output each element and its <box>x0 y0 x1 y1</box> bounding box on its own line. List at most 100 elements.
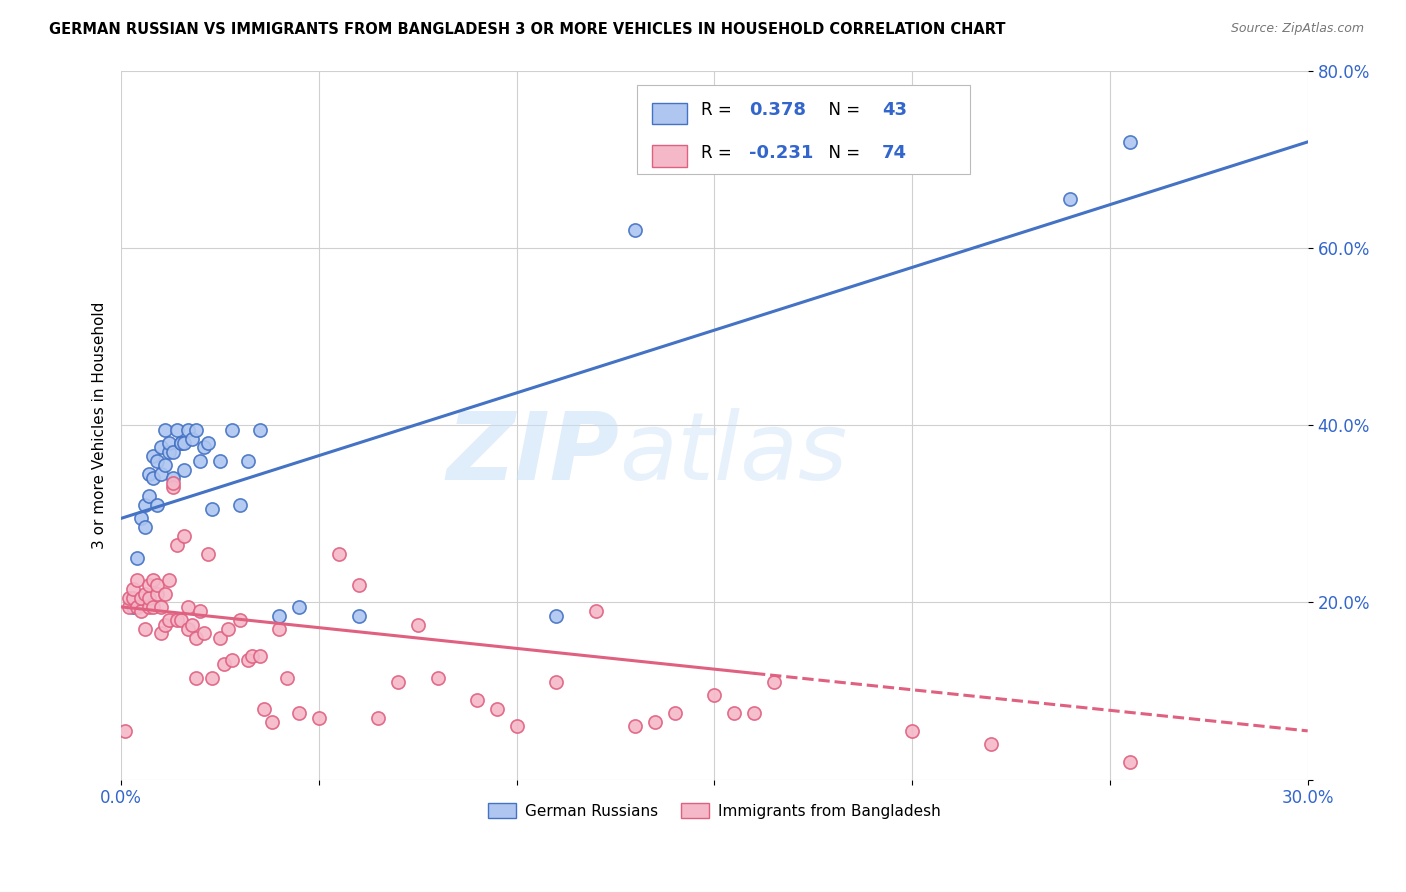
Point <box>249 648 271 663</box>
Point <box>173 436 195 450</box>
Point <box>980 737 1002 751</box>
Point <box>236 653 259 667</box>
Point <box>209 454 232 468</box>
Text: R =: R = <box>702 144 737 161</box>
Point <box>149 441 172 455</box>
Point <box>288 599 311 614</box>
Point <box>173 462 195 476</box>
Text: -0.231: -0.231 <box>749 144 813 161</box>
Point <box>149 626 172 640</box>
Point <box>134 622 156 636</box>
Point <box>703 689 725 703</box>
Point <box>624 719 647 733</box>
Point <box>157 445 180 459</box>
Point <box>217 622 239 636</box>
Point <box>546 675 568 690</box>
Point <box>249 423 271 437</box>
Point <box>122 591 145 605</box>
Point <box>153 586 176 600</box>
Point <box>134 586 156 600</box>
Point <box>134 520 156 534</box>
Point <box>221 423 243 437</box>
Point <box>186 423 208 437</box>
Point <box>229 613 252 627</box>
Point <box>146 498 169 512</box>
Text: R =: R = <box>702 101 737 119</box>
Point <box>485 702 508 716</box>
Point <box>146 454 169 468</box>
Point <box>240 648 263 663</box>
Point <box>162 475 184 490</box>
Point <box>269 622 291 636</box>
Point <box>901 723 924 738</box>
Point <box>162 480 184 494</box>
Point <box>742 706 765 721</box>
Y-axis label: 3 or more Vehicles in Household: 3 or more Vehicles in Household <box>93 301 107 549</box>
Point <box>406 617 429 632</box>
Point <box>142 599 165 614</box>
Point <box>146 578 169 592</box>
Point <box>387 675 409 690</box>
Point <box>129 511 152 525</box>
Point <box>367 710 389 724</box>
Point <box>138 467 160 481</box>
Point <box>118 591 141 605</box>
Point <box>1059 193 1081 207</box>
Point <box>723 706 745 721</box>
Point <box>212 657 235 672</box>
FancyBboxPatch shape <box>651 145 688 167</box>
Point <box>177 622 200 636</box>
Point <box>201 502 224 516</box>
Point <box>260 714 283 729</box>
Point <box>177 599 200 614</box>
Text: Source: ZipAtlas.com: Source: ZipAtlas.com <box>1230 22 1364 36</box>
Point <box>347 578 370 592</box>
Text: 74: 74 <box>882 144 907 161</box>
Point <box>236 454 259 468</box>
Point <box>125 551 148 566</box>
FancyBboxPatch shape <box>651 103 688 124</box>
Point <box>157 574 180 588</box>
Point <box>252 702 274 716</box>
Point <box>197 436 219 450</box>
Point <box>166 538 188 552</box>
Point <box>585 604 607 618</box>
Point <box>146 586 169 600</box>
Point <box>328 547 350 561</box>
Point <box>169 436 191 450</box>
Point <box>546 608 568 623</box>
FancyBboxPatch shape <box>637 86 970 174</box>
Text: atlas: atlas <box>620 409 848 500</box>
Point <box>129 604 152 618</box>
Point <box>201 671 224 685</box>
Point <box>426 671 449 685</box>
Point <box>465 693 488 707</box>
Text: N =: N = <box>818 101 865 119</box>
Point <box>188 604 211 618</box>
Point <box>118 599 141 614</box>
Point <box>1118 135 1140 149</box>
Point <box>166 613 188 627</box>
Point <box>276 671 298 685</box>
Point <box>157 436 180 450</box>
Point <box>269 608 291 623</box>
Point <box>288 706 311 721</box>
Point <box>181 617 204 632</box>
Point <box>186 631 208 645</box>
Point <box>624 223 647 237</box>
Text: GERMAN RUSSIAN VS IMMIGRANTS FROM BANGLADESH 3 OR MORE VEHICLES IN HOUSEHOLD COR: GERMAN RUSSIAN VS IMMIGRANTS FROM BANGLA… <box>49 22 1005 37</box>
Text: N =: N = <box>818 144 865 161</box>
Point <box>134 498 156 512</box>
Point <box>122 599 145 614</box>
Legend: German Russians, Immigrants from Bangladesh: German Russians, Immigrants from Banglad… <box>482 797 946 825</box>
Point <box>664 706 686 721</box>
Point <box>138 578 160 592</box>
Point <box>193 626 215 640</box>
Point <box>186 671 208 685</box>
Point <box>169 613 191 627</box>
Point <box>229 498 252 512</box>
Point <box>138 599 160 614</box>
Point <box>114 723 136 738</box>
Point <box>1118 755 1140 769</box>
Point <box>153 617 176 632</box>
